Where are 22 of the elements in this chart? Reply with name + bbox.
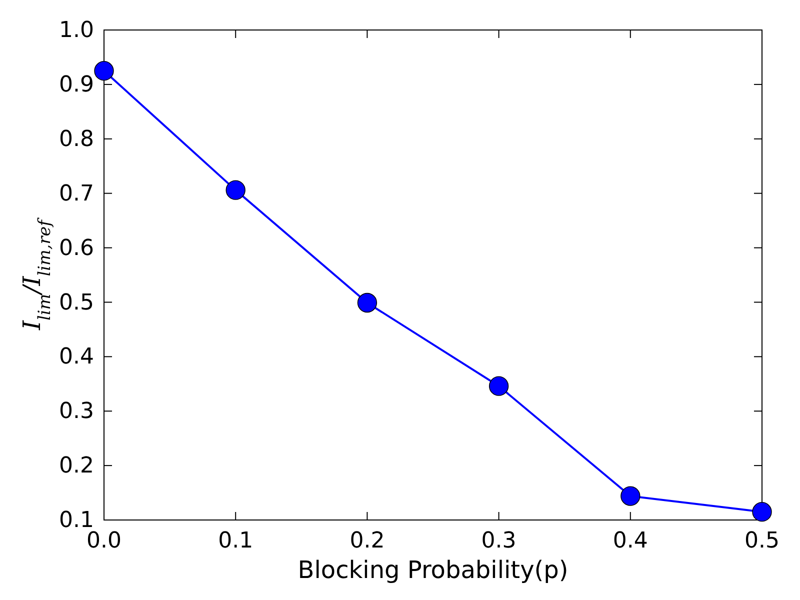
y-tick-label: 0.5 bbox=[59, 290, 94, 316]
y-tick-label: 0.4 bbox=[59, 344, 94, 370]
y-tick-label: 0.2 bbox=[59, 454, 94, 479]
y-tick-label: 0.3 bbox=[59, 399, 94, 424]
point bbox=[357, 292, 378, 313]
point bbox=[752, 502, 772, 522]
point bbox=[620, 486, 640, 506]
x-tick-label: 0.5 bbox=[744, 528, 780, 554]
x-tick-label: 0.2 bbox=[350, 528, 385, 554]
x-tick-label: 0.1 bbox=[218, 528, 254, 554]
point bbox=[488, 376, 509, 396]
x-tick-label: 0.0 bbox=[86, 528, 122, 554]
point bbox=[94, 61, 114, 81]
y-tick-label: 0.8 bbox=[59, 126, 94, 152]
y-tick-label: 1.0 bbox=[59, 18, 94, 44]
y-tick-label: 0.9 bbox=[59, 72, 94, 98]
x-axis-title: Blocking Probability(p) bbox=[298, 556, 568, 584]
x-tick-label: 0.3 bbox=[481, 528, 516, 554]
point bbox=[226, 180, 246, 200]
y-tick-label: 0.7 bbox=[59, 181, 94, 206]
y-tick-label: 0.6 bbox=[59, 236, 94, 261]
x-tick-label: 0.4 bbox=[612, 528, 648, 554]
